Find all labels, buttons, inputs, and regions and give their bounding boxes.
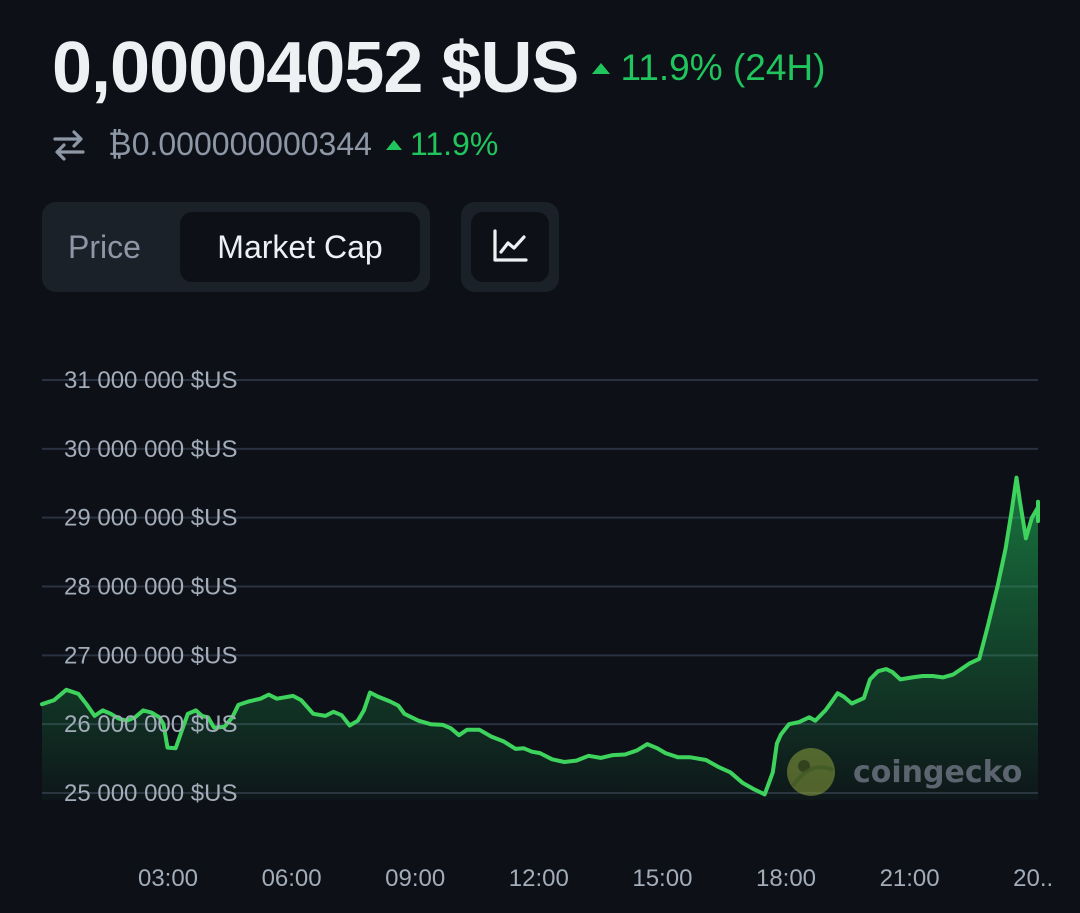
y-tick-label: 26 000 000 $US [64, 711, 237, 738]
x-tick-label: 03:00 [138, 865, 198, 892]
btc-price-row: ₿0.000000000344 11.9% [52, 126, 498, 163]
series-line [40, 475, 1040, 797]
coingecko-watermark: coingecko [787, 748, 1022, 796]
triangle-up-icon [385, 139, 402, 150]
y-tick-label: 25 000 000 $US [64, 780, 237, 807]
chart-area-layer [40, 475, 1040, 800]
price-change-24h: 11.9% (24H) [592, 47, 825, 89]
grid-lines [42, 379, 1038, 794]
btc-price-change: 11.9% [385, 126, 499, 163]
price-row: 0,00004052 $US 11.9% (24H) [52, 26, 825, 110]
btc-price: ₿0.000000000344 [108, 126, 372, 162]
tab-price[interactable]: Price [68, 229, 141, 265]
price-change-24h-value: 11.9% (24H) [620, 47, 826, 88]
gecko-logo-icon [787, 748, 835, 796]
x-tick-label: 20.. [1013, 865, 1053, 892]
y-axis-labels: 31 000 000 $US 30 000 000 $US 29 000 000 $… [64, 367, 237, 807]
swap-arrows-icon[interactable] [52, 128, 86, 162]
line-chart-icon [493, 229, 528, 262]
x-tick-label: 21:00 [880, 865, 940, 892]
y-tick-label: 28 000 000 $US [64, 574, 237, 601]
y-tick-label: 27 000 000 $US [64, 642, 237, 669]
triangle-up-icon [592, 62, 611, 74]
series-area [42, 477, 1038, 800]
tab-market-cap[interactable]: Market Cap [180, 212, 420, 282]
watermark-text: coingecko [853, 755, 1022, 790]
btc-price-change-value: 11.9% [409, 126, 499, 162]
line-chart-button[interactable] [471, 212, 549, 282]
y-tick-label: 29 000 000 $US [64, 505, 237, 532]
x-axis-labels: 03:00 06:00 09:00 12:00 15:00 18:00 21:00 20.. [138, 865, 1053, 892]
x-tick-label: 09:00 [385, 865, 445, 892]
y-tick-label: 30 000 000 $US [64, 436, 237, 463]
x-tick-label: 15:00 [632, 865, 692, 892]
current-price: 0,00004052 $US [52, 28, 579, 108]
y-tick-label: 31 000 000 $US [64, 367, 237, 394]
x-tick-label: 06:00 [262, 865, 322, 892]
x-tick-label: 18:00 [756, 865, 816, 892]
chart-metric-toggle: Price Market Cap [42, 202, 430, 292]
x-tick-label: 12:00 [509, 865, 569, 892]
chart-type-toggle [461, 202, 559, 292]
